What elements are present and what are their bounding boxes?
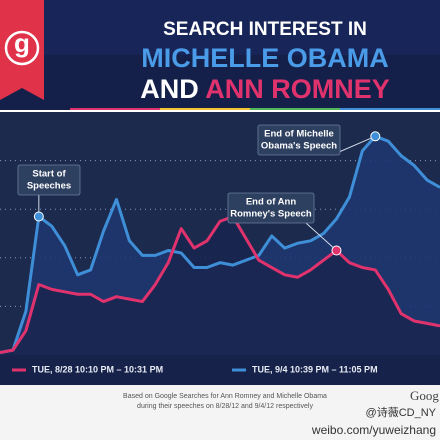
title-part: ANN ROMNEY xyxy=(205,74,390,104)
logo-ring xyxy=(4,30,40,66)
logo: g xyxy=(14,28,30,58)
annotation-text: End of Ann xyxy=(246,197,296,208)
annotation-text: Romney's Speech xyxy=(230,209,312,220)
series-area xyxy=(0,216,440,355)
watermark: weibo.com/yuweizhang xyxy=(311,423,436,437)
annotation-text: Start of xyxy=(32,169,66,180)
title-part: AND xyxy=(140,74,199,104)
annotation-point xyxy=(33,211,44,222)
title-line: MICHELLE OBAMA xyxy=(141,43,388,73)
footnote: during their speeches on 8/28/12 and 9/4… xyxy=(137,403,313,410)
brand: Goog xyxy=(410,388,439,403)
legend-bg xyxy=(0,355,440,385)
legend-label: TUE, 9/4 10:39 PM – 11:05 PM xyxy=(252,364,378,374)
legend-label: TUE, 8/28 10:10 PM – 10:31 PM xyxy=(32,364,163,374)
title-line: AND ANN ROMNEY xyxy=(140,74,390,104)
stripe xyxy=(160,108,250,110)
footer-bg xyxy=(0,385,440,440)
annotation-text: Speeches xyxy=(27,181,71,192)
stripe xyxy=(340,108,440,110)
annotation-box xyxy=(227,192,315,224)
stripe xyxy=(70,108,160,110)
footnote: Based on Google Searches for Ann Romney … xyxy=(123,393,327,400)
series-line xyxy=(0,214,440,355)
flag-band xyxy=(0,0,440,55)
annotation-leader xyxy=(305,222,337,251)
logo-ribbon xyxy=(0,0,44,100)
stripe xyxy=(250,108,340,110)
series-line xyxy=(0,134,440,355)
title-line: SEARCH INTEREST IN xyxy=(163,19,367,40)
annotation-box xyxy=(257,124,341,156)
annotation-point xyxy=(370,131,381,142)
annotation-text: End of Michelle xyxy=(264,129,334,140)
annotation-point xyxy=(331,245,342,256)
watermark: @诗薇CD_NY xyxy=(366,405,437,419)
annotation-text: Obama's Speech xyxy=(261,141,337,152)
annotation-box xyxy=(17,164,81,196)
